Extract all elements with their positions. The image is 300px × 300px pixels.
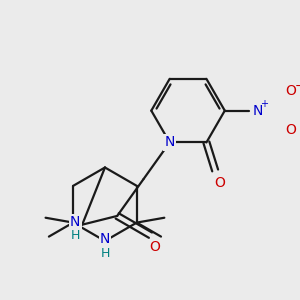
Text: H: H [100, 247, 110, 260]
Text: O: O [285, 84, 296, 98]
Text: N: N [70, 215, 80, 229]
Text: N: N [164, 136, 175, 149]
Text: O: O [149, 240, 160, 254]
Text: O: O [214, 176, 225, 190]
Text: O: O [285, 123, 296, 137]
Text: N: N [100, 232, 110, 246]
Text: H: H [70, 229, 80, 242]
Text: N: N [253, 103, 263, 118]
Text: +: + [260, 99, 268, 109]
Text: −: − [295, 80, 300, 93]
